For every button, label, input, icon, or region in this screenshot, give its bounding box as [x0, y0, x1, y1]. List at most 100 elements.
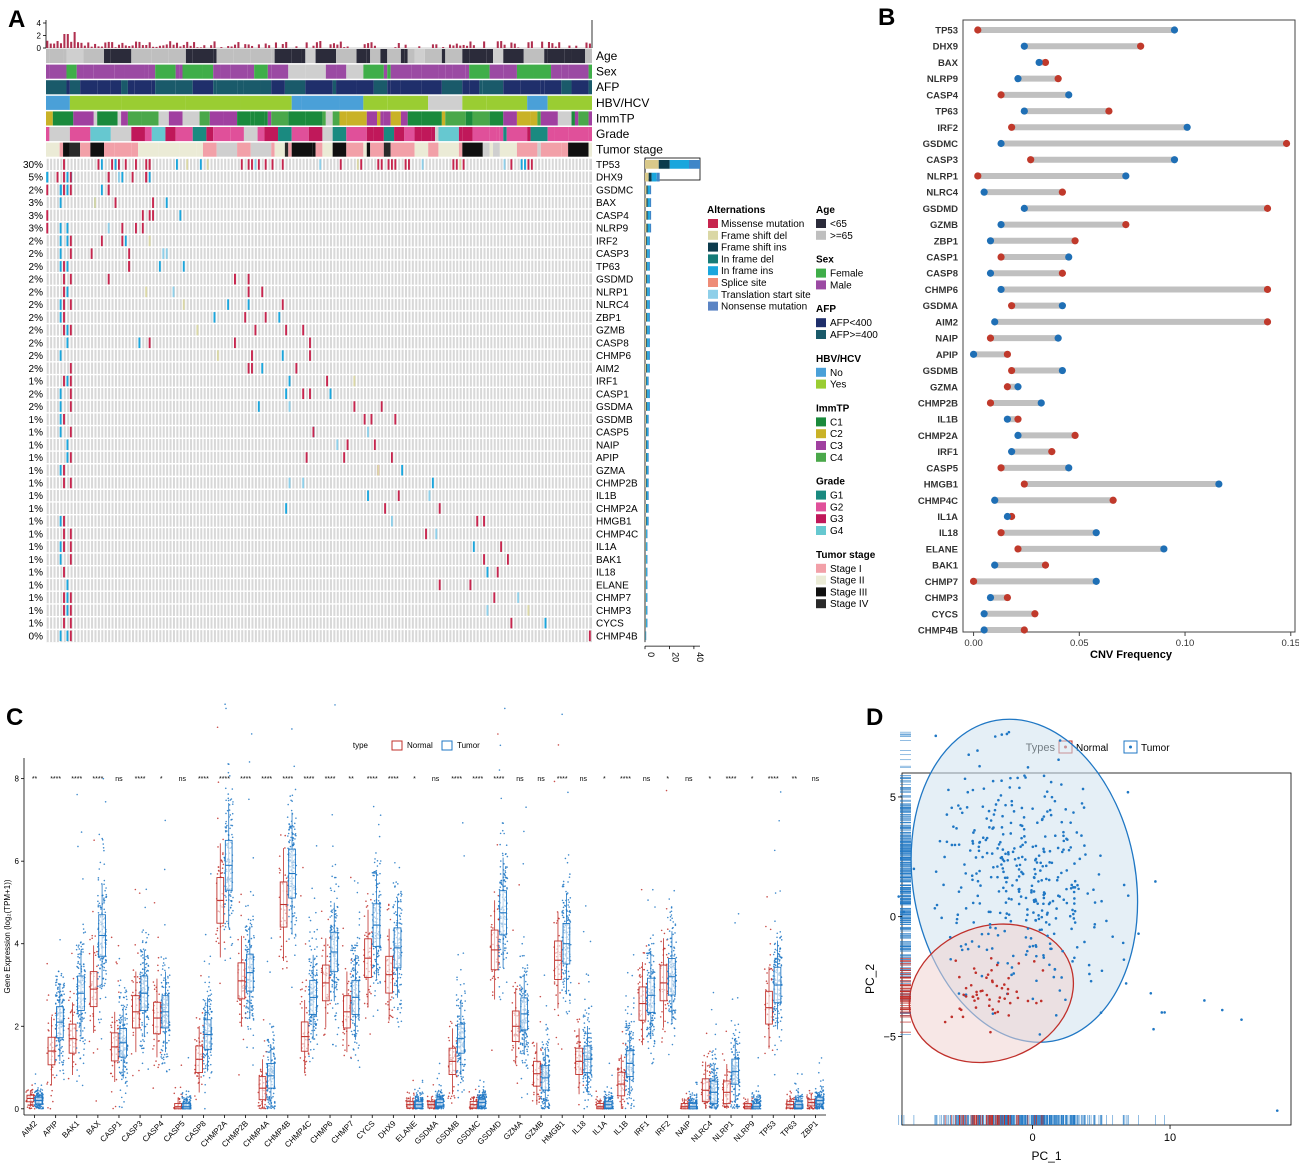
dumbbell-red-point: [1109, 496, 1117, 504]
expression-point: [55, 1039, 58, 1042]
count-bar-seg: [646, 491, 648, 500]
clinical-cell: [346, 64, 364, 79]
expression-point: [54, 1028, 57, 1030]
dumbbell-red-point: [1003, 350, 1012, 358]
clinical-cell: [90, 142, 105, 157]
clinical-cell: [377, 111, 381, 126]
expression-point: [266, 1039, 269, 1041]
expression-point: [351, 1022, 354, 1024]
mutation-cell: [66, 222, 69, 234]
tmb-bar: [220, 47, 223, 48]
gene-label: ELANE: [596, 580, 629, 591]
expression-point: [372, 805, 375, 808]
expression-point: [413, 1094, 415, 1096]
expression-point: [104, 996, 107, 999]
expression-point: [244, 948, 247, 951]
expression-point: [289, 839, 291, 841]
dumbbell-red-point: [1020, 480, 1028, 488]
expression-point: [99, 986, 101, 988]
count-bar-seg: [645, 567, 646, 577]
expression-point: [217, 846, 219, 848]
clinical-cell: [332, 111, 340, 126]
mutation-cell: [94, 197, 96, 208]
expression-point: [373, 953, 375, 956]
mutation-cell: [288, 375, 291, 387]
expression-point: [247, 1025, 249, 1028]
expression-point: [285, 940, 288, 943]
alteration-legend-label: In frame del: [721, 254, 774, 265]
expression-point: [320, 937, 323, 940]
expression-point: [249, 890, 252, 893]
significance-label: ****: [325, 776, 336, 783]
expression-point: [56, 978, 58, 981]
clinical-cell: [383, 64, 388, 79]
expression-point: [183, 1098, 186, 1101]
mutation-cell: [69, 388, 72, 400]
expression-point: [105, 896, 107, 899]
expression-point: [96, 950, 98, 953]
expression-point: [356, 961, 358, 964]
gene-percent: 3%: [29, 198, 44, 209]
dumbbell-gene-label: CASP4: [926, 90, 958, 101]
expression-point: [322, 949, 324, 952]
gene-label: GZMB: [596, 326, 625, 337]
clinical-cell: [588, 142, 592, 157]
expression-point: [166, 1053, 168, 1055]
mutation-cell: [247, 363, 250, 374]
mutation-cell: [69, 184, 72, 196]
expression-point: [392, 997, 395, 999]
gene-label: CHMP2B: [596, 479, 638, 490]
tmb-bar: [63, 34, 66, 48]
expression-point: [316, 974, 318, 977]
expression-point: [115, 1078, 118, 1081]
significance-label: ns: [115, 776, 123, 783]
expression-point: [370, 898, 372, 901]
expression-point: [313, 897, 316, 900]
expression-point: [401, 909, 403, 911]
boxplot-y-tick-label: 2: [15, 1022, 20, 1031]
expression-point: [400, 1020, 403, 1023]
expression-point: [309, 1040, 312, 1043]
count-bar-seg: [645, 465, 646, 475]
expression-point: [313, 965, 315, 968]
expression-point: [337, 1027, 340, 1029]
mutation-cell: [131, 171, 134, 183]
expression-point: [34, 1095, 37, 1098]
clinical-cell: [97, 80, 111, 95]
clinical-cell: [182, 80, 193, 95]
expression-point: [358, 1066, 361, 1069]
expression-point: [67, 1077, 70, 1080]
expression-point: [329, 916, 331, 918]
clinical-cell: [486, 49, 494, 64]
expression-point: [119, 1019, 121, 1021]
dumbbell-x-title: CNV Frequency: [1090, 649, 1173, 661]
clinical-cell: [213, 80, 217, 95]
expression-point: [395, 913, 398, 916]
count-bar-seg: [646, 185, 648, 195]
expression-point: [183, 1096, 185, 1099]
mutation-cell: [69, 541, 72, 552]
expression-point: [117, 1027, 120, 1030]
dumbbell-gene-label: BAX: [938, 58, 959, 69]
count-bar-seg: [646, 567, 647, 577]
expression-point: [284, 847, 286, 849]
expression-point: [100, 1018, 102, 1021]
expression-point: [91, 934, 94, 937]
expression-point: [358, 911, 361, 913]
boxplot-y-tick-label: 8: [15, 775, 20, 784]
count-bar-seg: [669, 160, 689, 169]
clinical-cell: [46, 95, 70, 110]
expression-point: [153, 1038, 155, 1041]
dumbbell-red-point: [1027, 156, 1035, 164]
expression-point: [350, 1057, 352, 1060]
clinical-cell: [274, 49, 292, 64]
expression-point: [232, 801, 234, 803]
expression-point: [111, 1075, 114, 1078]
expression-point: [201, 1083, 203, 1086]
count-bar-seg: [646, 453, 648, 462]
expression-point: [330, 914, 333, 917]
expression-point: [301, 1000, 303, 1003]
gene-percent: 1%: [29, 428, 44, 439]
expression-point: [227, 797, 230, 800]
clinical-legend-label: AFP>=400: [830, 330, 878, 341]
